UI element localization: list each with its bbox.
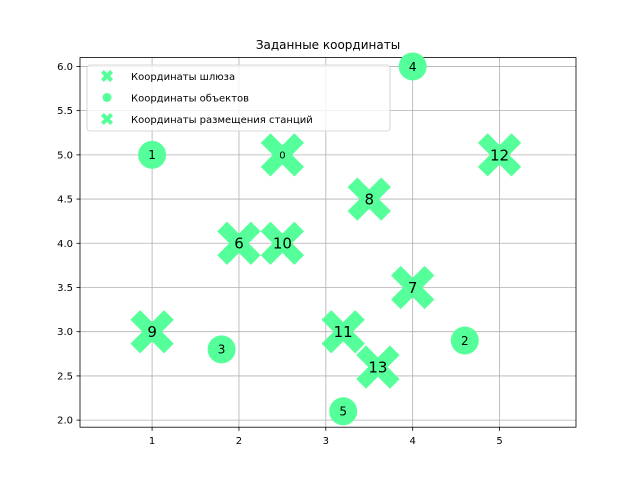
y-tick-label: 3.5 [57, 283, 73, 294]
object-point [450, 326, 479, 355]
gateway-point [260, 133, 305, 177]
station-point [356, 345, 400, 389]
point-label: 1 [148, 148, 156, 162]
y-tick-label: 2.5 [57, 371, 73, 382]
point-label: 5 [339, 405, 347, 419]
x-tick-label: 1 [149, 436, 155, 447]
station-point [260, 221, 305, 265]
x-tick-label: 5 [496, 436, 502, 447]
legend-x-marker [100, 69, 114, 83]
axis-ticks: 1 2 3 4 5 2.0 2.5 3.0 3.5 4.0 4.5 5.0 5.5 6.0 [57, 62, 503, 447]
legend-x-marker [100, 112, 114, 126]
point-label: 3 [218, 343, 226, 357]
x-tick-label: 3 [323, 436, 329, 447]
station-point [347, 177, 391, 221]
object-point [398, 52, 427, 81]
point-label: 8 [364, 190, 374, 208]
legend-box [86, 64, 391, 132]
point-label: 4 [409, 60, 417, 74]
chart-title: Заданные координаты [256, 38, 400, 52]
point-label: 9 [147, 323, 157, 341]
y-tick-label: 3.0 [57, 327, 73, 338]
station-point [130, 310, 174, 354]
plot-frame [79, 57, 577, 428]
object-point [138, 140, 167, 169]
legend-label: Координаты объектов [131, 94, 249, 105]
station-point [391, 265, 435, 310]
station-point [321, 310, 365, 354]
point-label: 7 [408, 279, 418, 297]
point-label: 2 [461, 334, 469, 348]
point-label: 13 [368, 358, 387, 376]
legend-circle-marker [102, 93, 112, 102]
point-label: 6 [234, 235, 244, 253]
station-point [217, 221, 261, 265]
x-tick-label: 2 [236, 436, 242, 447]
point-label: 12 [490, 146, 509, 164]
y-tick-label: 4.0 [57, 239, 73, 250]
object-point [207, 335, 236, 364]
y-tick-label: 5.5 [57, 106, 73, 117]
legend-label: Координаты шлюза [131, 72, 235, 83]
y-tick-label: 4.5 [57, 195, 73, 206]
y-tick-label: 2.0 [57, 416, 73, 427]
point-label: 10 [273, 235, 292, 253]
point-label: 11 [334, 323, 353, 341]
y-tick-label: 5.0 [57, 150, 73, 161]
point-label: 0 [279, 150, 285, 161]
object-point [329, 397, 358, 426]
y-tick-label: 6.0 [57, 62, 73, 73]
legend-label: Координаты размещения станций [131, 115, 313, 126]
x-tick-label: 4 [410, 436, 416, 447]
station-point [477, 133, 522, 177]
legend: Координаты шлюза Координаты объектов Коорд… [86, 64, 391, 132]
